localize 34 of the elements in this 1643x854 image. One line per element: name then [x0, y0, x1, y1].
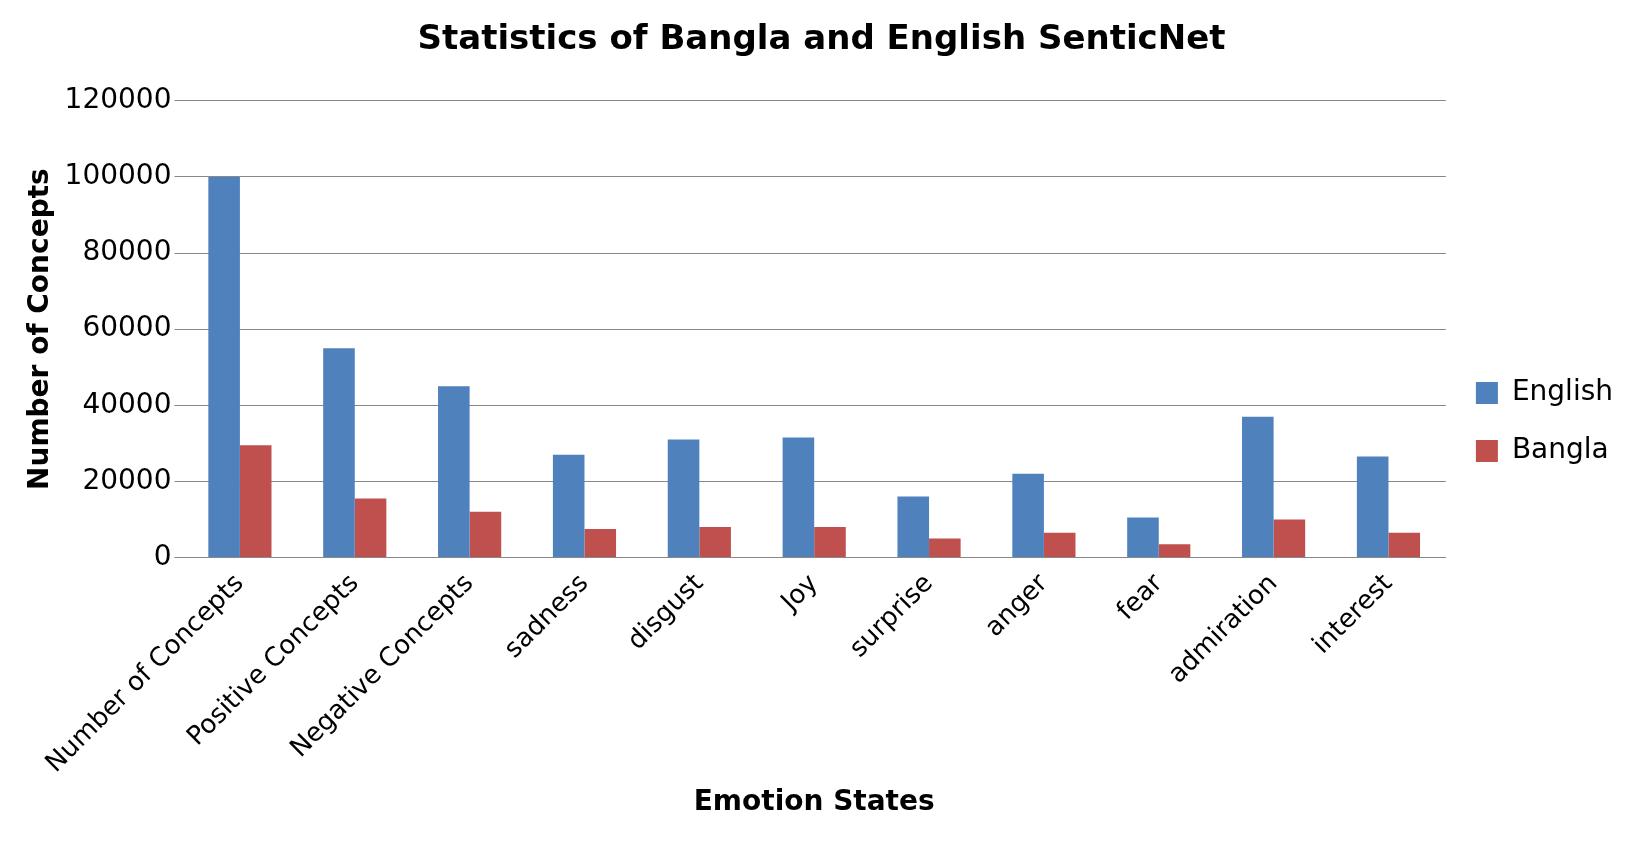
y-tick-label: 40000 — [82, 386, 172, 420]
bar — [1356, 456, 1389, 557]
bar — [1242, 416, 1274, 557]
bar — [699, 527, 731, 557]
y-tick-label: 80000 — [82, 234, 172, 268]
chart-title: Statistics of Bangla and English SenticNet — [417, 17, 1226, 58]
bar — [929, 538, 961, 557]
y-tick-label: 120000 — [64, 82, 172, 116]
bar — [239, 445, 272, 557]
bar — [814, 527, 846, 557]
x-tick-label: Joy — [773, 567, 824, 618]
bar — [323, 348, 355, 557]
bar — [469, 511, 502, 557]
bar — [1043, 532, 1076, 557]
x-axis-title: Emotion States — [693, 784, 935, 818]
bar — [897, 496, 930, 557]
legend-label: Bangla — [1511, 432, 1609, 466]
bar — [584, 528, 617, 557]
bar — [1273, 519, 1306, 557]
bar — [667, 439, 700, 557]
bar — [1158, 544, 1191, 557]
bar — [438, 386, 470, 557]
y-tick-label: 100000 — [64, 158, 172, 192]
bar — [1388, 532, 1421, 557]
bar — [782, 437, 815, 557]
y-tick-label: 20000 — [82, 462, 172, 496]
bar — [552, 454, 585, 557]
bar — [208, 176, 240, 557]
y-tick-label: 0 — [153, 538, 172, 572]
bar — [354, 498, 387, 557]
legend-label: English — [1511, 374, 1614, 408]
bar — [1012, 473, 1044, 557]
y-tick-label: 60000 — [82, 310, 172, 344]
bar — [1127, 517, 1159, 557]
